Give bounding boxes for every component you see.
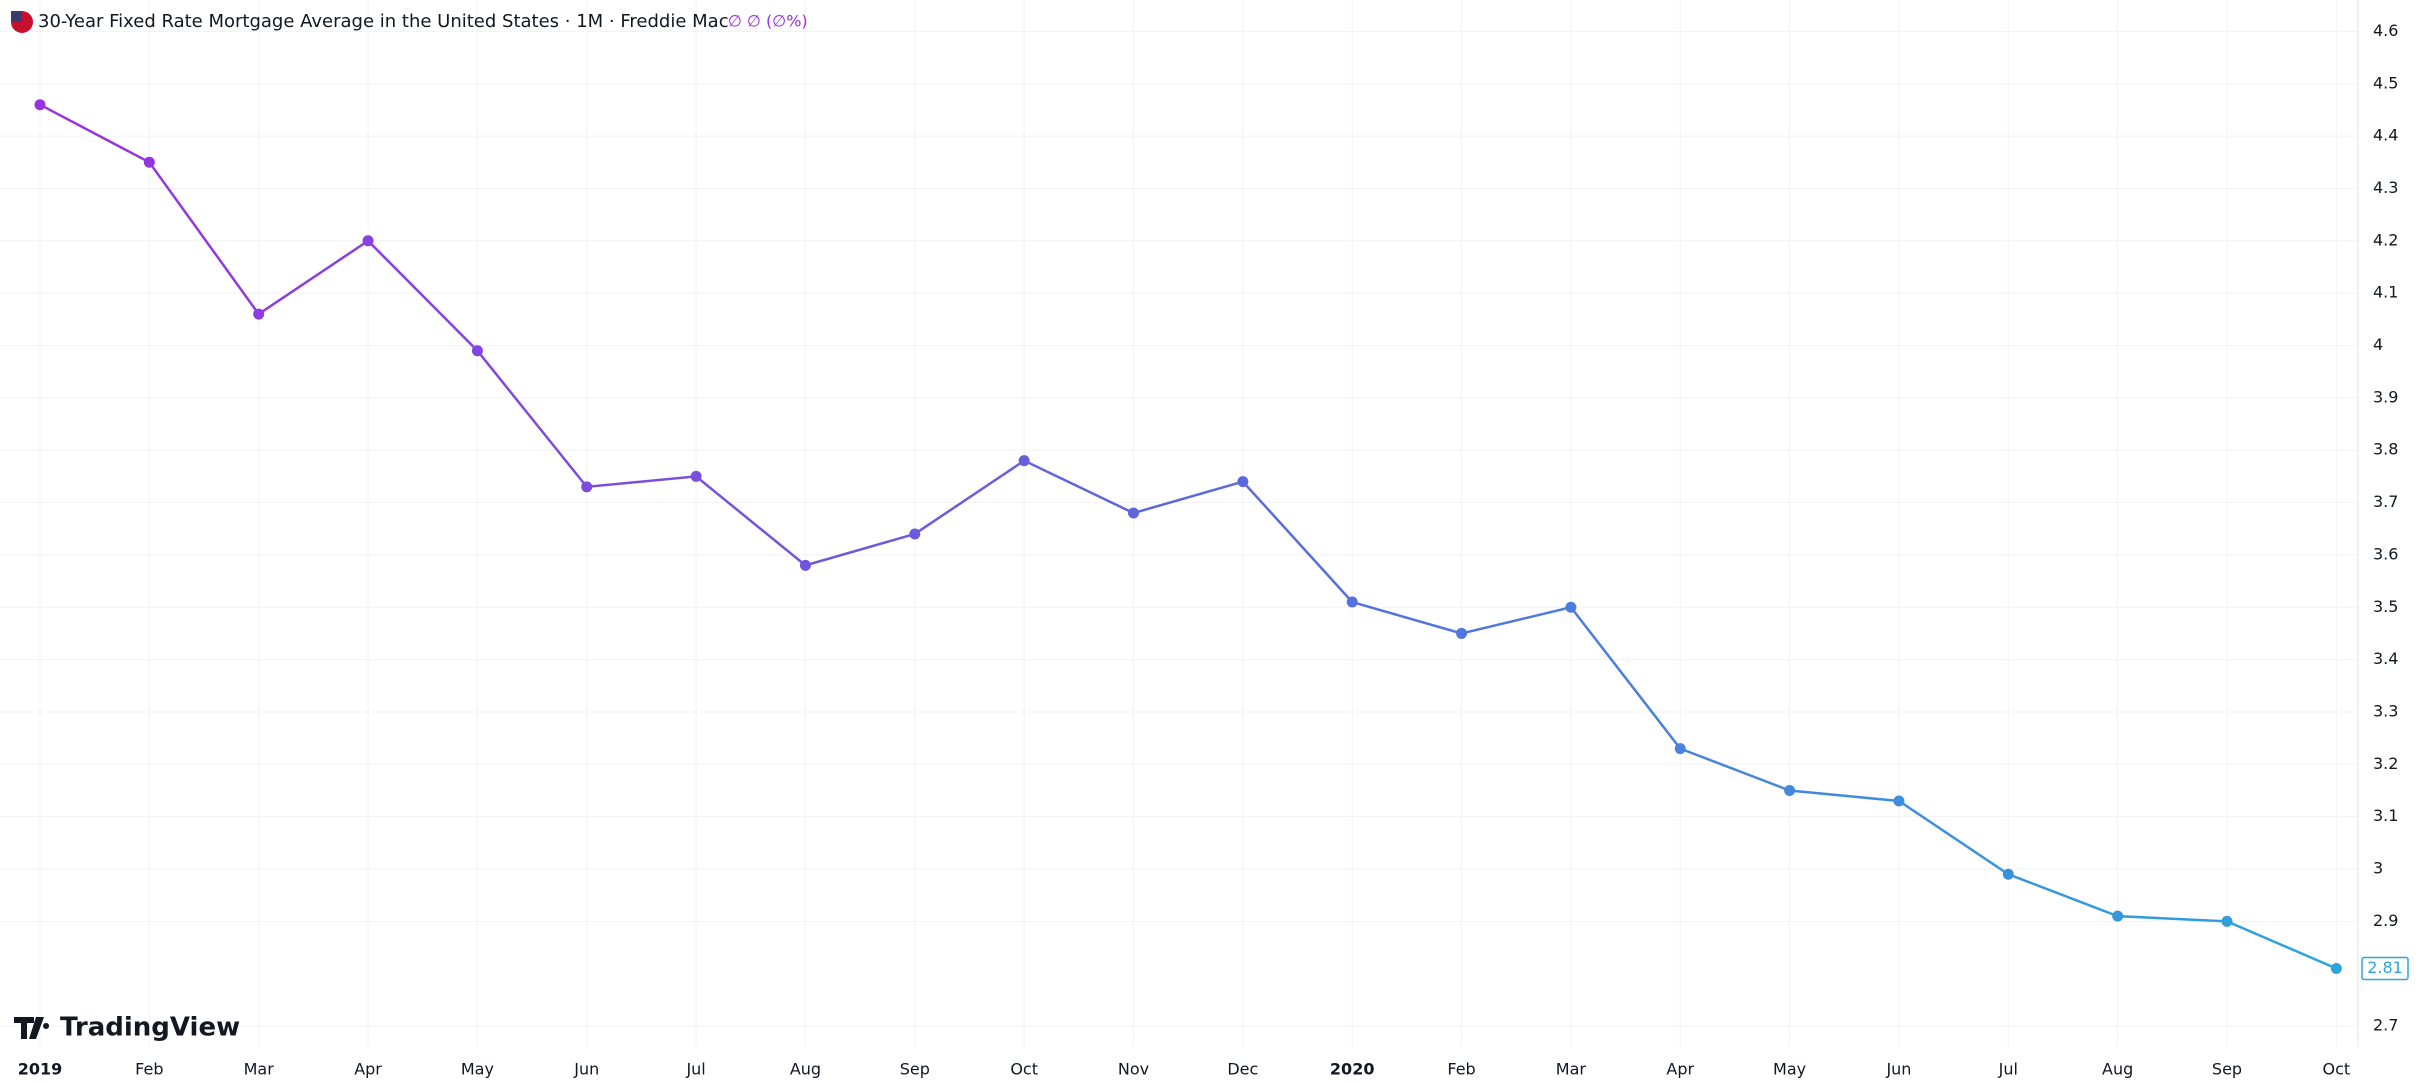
y-tick-label: 4.5 (2373, 73, 2398, 92)
y-tick-label: 3.6 (2373, 544, 2398, 563)
data-point (34, 99, 46, 111)
data-point (1346, 596, 1358, 608)
x-tick-label: Oct (1010, 1060, 1038, 1079)
data-point (1128, 507, 1139, 519)
y-tick-label: 3.2 (2373, 754, 2398, 773)
x-tick-label: Aug (2102, 1060, 2133, 1079)
last-value-box (2361, 956, 2409, 981)
legend-values: ∅ ∅ (∅%) (728, 12, 808, 31)
data-point (143, 156, 155, 168)
x-tick-label: May (461, 1060, 494, 1079)
y-tick-label: 3.7 (2373, 492, 2398, 511)
data-point (1674, 743, 1686, 755)
data-point (2330, 962, 2342, 974)
y-tick-label: 4.1 (2373, 283, 2398, 302)
y-tick-label: 3.3 (2373, 701, 2398, 720)
flag-canton (11, 11, 22, 22)
data-point (1784, 784, 1796, 796)
x-tick-label: Oct (2323, 1060, 2351, 1079)
x-tick-label: Apr (354, 1060, 382, 1079)
y-tick-label: 3.4 (2373, 649, 2398, 668)
x-tick-label: Sep (900, 1060, 930, 1079)
x-tick-label: Mar (244, 1060, 275, 1079)
data-point (2221, 915, 2233, 927)
x-tick-label: Dec (1227, 1060, 1258, 1079)
brand-logo: TradingView (14, 1013, 240, 1043)
x-tick-label: Nov (1118, 1060, 1149, 1079)
x-tick-label: Jun (1885, 1060, 1911, 1079)
data-point (1456, 627, 1468, 639)
y-tick-label: 3 (2373, 859, 2383, 878)
x-tick-label: Jul (1998, 1060, 2018, 1079)
x-tick-label: 2019 (18, 1060, 63, 1079)
data-point (253, 308, 265, 320)
x-tick-label: 2020 (1330, 1060, 1375, 1079)
x-tick-label: Mar (1556, 1060, 1587, 1079)
y-tick-label: 3.9 (2373, 387, 2398, 406)
header: 30-Year Fixed Rate Mortgage Average in t… (11, 11, 808, 33)
data-point (1565, 601, 1577, 613)
y-tick-label: 2.7 (2373, 1016, 2398, 1035)
data-point (362, 235, 374, 247)
data-point (799, 559, 811, 571)
x-tick-label: Apr (1666, 1060, 1694, 1079)
data-point (1237, 476, 1249, 488)
y-tick-label: 4.6 (2373, 21, 2398, 40)
y-tick-label: 4 (2373, 335, 2383, 354)
x-tick-label: Feb (135, 1060, 163, 1079)
y-tick-label: 4.3 (2373, 178, 2398, 197)
data-point (2002, 868, 2014, 880)
data-point (909, 528, 921, 540)
x-tick-label: Jul (685, 1060, 705, 1079)
data-point (1893, 795, 1905, 807)
data-point (690, 470, 702, 482)
data-point (471, 345, 483, 357)
last-value-label: 2.81 (2367, 958, 2403, 977)
y-tick-label: 3.1 (2373, 806, 2398, 825)
y-tick-label: 2.9 (2373, 911, 2398, 930)
y-tick-label: 4.4 (2373, 126, 2398, 145)
x-tick-label: Sep (2212, 1060, 2242, 1079)
series-line (39, 103, 2337, 970)
data-point (2112, 910, 2124, 922)
x-tick-label: Feb (1447, 1060, 1475, 1079)
chart-title: 30-Year Fixed Rate Mortgage Average in t… (38, 11, 729, 32)
x-tick-label: Aug (790, 1060, 821, 1079)
y-tick-label: 3.5 (2373, 597, 2398, 616)
data-point (1018, 455, 1030, 467)
y-tick-label: 4.2 (2373, 230, 2398, 249)
brand-text: TradingView (60, 1013, 240, 1043)
data-point (581, 481, 593, 493)
x-tick-label: Jun (573, 1060, 599, 1079)
y-tick-label: 3.8 (2373, 440, 2398, 459)
x-tick-label: May (1773, 1060, 1806, 1079)
